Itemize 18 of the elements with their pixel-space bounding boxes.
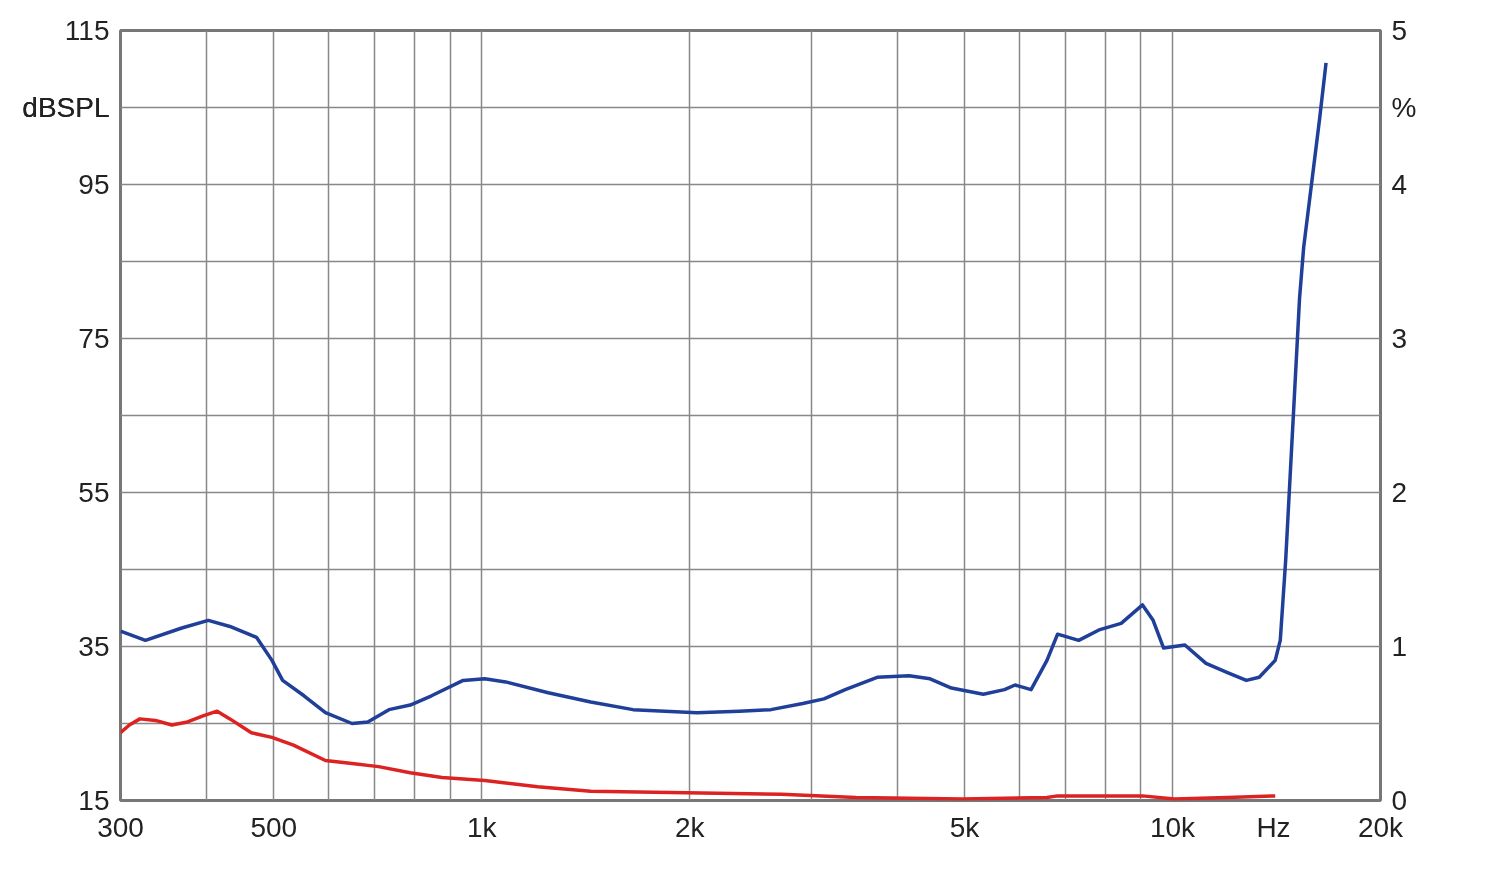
x-axis-title: Hz [1256, 811, 1291, 843]
y-tick-label: 95 [78, 169, 110, 200]
x-tick-label: 5k [949, 811, 981, 843]
y2-tick-label: 2 [1391, 477, 1408, 508]
y-axis-title: dBSPL [22, 92, 110, 123]
x-tick-label: 500 [250, 811, 298, 843]
x-tick-label: 10k [1149, 811, 1197, 843]
y2-tick-label: 4 [1391, 169, 1408, 200]
x-tick-label: 1k [466, 811, 498, 843]
y2-axis-title: % [1391, 92, 1417, 123]
y2-tick-label: 5 [1391, 15, 1408, 46]
y-tick-label: 55 [78, 477, 110, 508]
y-tick-label: 35 [78, 631, 110, 662]
y2-tick-label: 3 [1391, 323, 1408, 354]
y2-tick-label: 1 [1391, 631, 1408, 662]
y-tick-label: 75 [78, 323, 110, 354]
y-tick-label: 115 [64, 15, 110, 46]
x-tick-label: 2k [674, 811, 706, 843]
